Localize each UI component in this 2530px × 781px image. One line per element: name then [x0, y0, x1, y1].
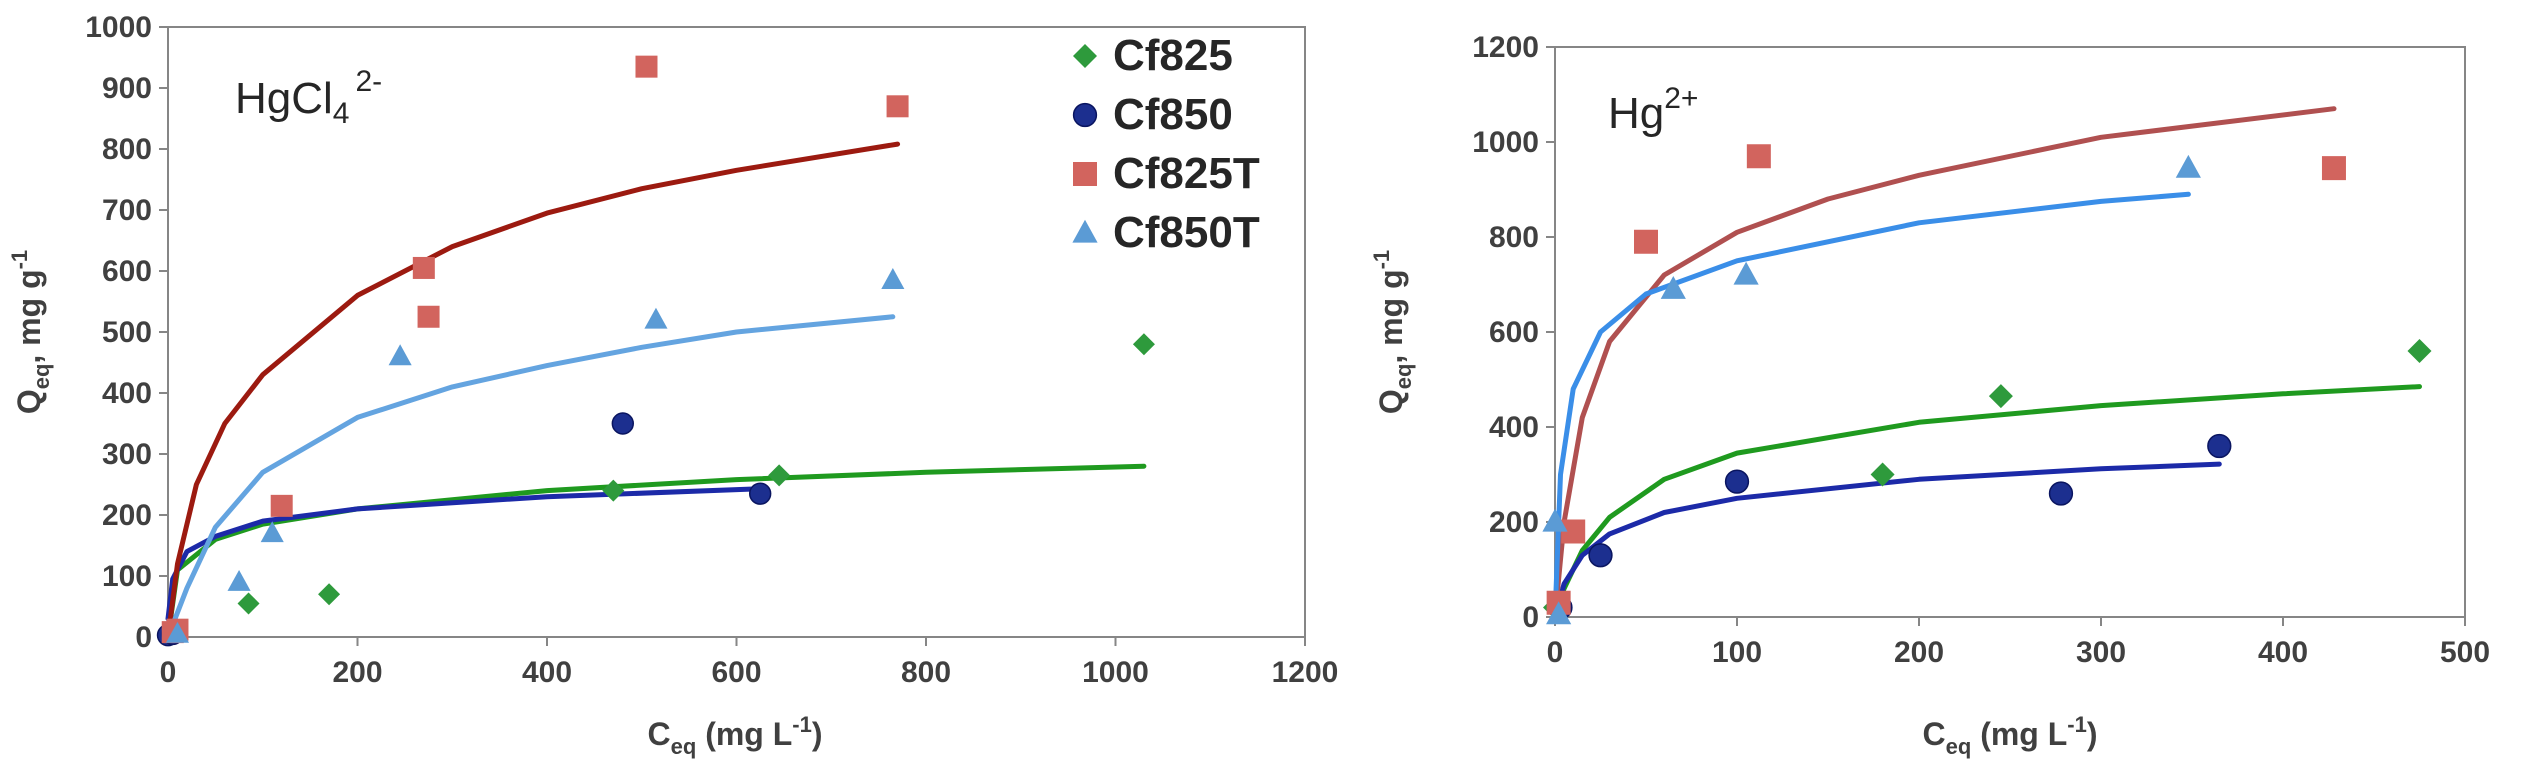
legend-label-cf825: Cf825	[1113, 31, 1233, 80]
data-point-cf825	[1870, 462, 1895, 487]
data-point-cf850t	[881, 268, 905, 289]
x-tick-label: 800	[901, 656, 951, 689]
x-tick-label: 600	[711, 656, 761, 689]
y-tick-label: 200	[1489, 506, 1539, 539]
data-point-cf825t	[412, 256, 435, 279]
data-point-cf850t	[1542, 508, 1568, 532]
data-point-cf825t	[886, 95, 909, 118]
x-tick-label: 0	[1547, 636, 1564, 669]
fit-curve-cf850t	[1552, 191, 2191, 620]
left-chart-hgcl4: 0 100 200 300 400 500 600 700 800 900 1000 0 200 400 6…	[7, 11, 1338, 759]
data-point-cf850t	[644, 307, 668, 329]
data-point-cf850t	[1733, 261, 1759, 285]
y-tick-label: 600	[1489, 316, 1539, 349]
data-point-cf825t	[1746, 144, 1771, 169]
data-point-cf850	[748, 482, 772, 505]
x-axis-label: Ceq (mg L-1)	[648, 712, 823, 759]
y-tick-label: 500	[102, 316, 152, 349]
data-point-cf850	[1588, 543, 1613, 568]
y-axis-label: Qeq, mg g-1	[1369, 250, 1416, 414]
y-tick-label: 800	[1489, 221, 1539, 254]
x-tick-label: 100	[1712, 636, 1762, 669]
fit-curve-cf825t	[165, 141, 901, 640]
right-chart-hg2: 0 200 400 600 800 1000 1200 0 100 200 300 400 500 Ceq…	[1369, 31, 2490, 759]
y-tick-label: 0	[1522, 601, 1539, 634]
data-point-cf850t	[388, 344, 412, 366]
legend-marker-cf825t	[1073, 162, 1097, 186]
x-tick-label: 1200	[1272, 656, 1339, 689]
x-tick-label: 0	[160, 656, 177, 689]
y-tick-label: 1000	[85, 11, 152, 44]
y-tick-label: 400	[1489, 411, 1539, 444]
y-tick-label: 400	[102, 377, 152, 410]
x-tick-label: 200	[1894, 636, 1944, 669]
y-tick-label: 700	[102, 194, 152, 227]
data-point-cf850	[611, 412, 634, 435]
data-point-cf850t	[1660, 276, 1686, 299]
data-point-cf850t	[260, 521, 284, 543]
y-tick-label: 100	[102, 560, 152, 593]
y-tick-label: 300	[102, 438, 152, 471]
legend-marker-cf825	[1073, 44, 1097, 68]
data-point-cf850	[1724, 469, 1750, 494]
data-point-cf850t	[165, 621, 190, 643]
y-tick-label: 1200	[1472, 31, 1539, 64]
data-point-cf825	[2407, 339, 2432, 363]
data-point-cf825t	[417, 305, 440, 328]
fit-curve-cf850	[1552, 461, 2222, 620]
x-tick-label: 400	[2258, 636, 2308, 669]
data-point-cf825	[318, 583, 341, 606]
data-point-cf850t	[1546, 601, 1572, 625]
x-tick-label: 200	[332, 656, 382, 689]
data-point-cf825t	[270, 494, 293, 517]
data-point-cf850t	[227, 570, 251, 591]
data-point-cf825t	[2321, 156, 2346, 181]
legend-label-cf825t: Cf825T	[1113, 149, 1260, 198]
y-tick-label: 900	[102, 72, 152, 105]
data-point-cf825	[237, 592, 260, 615]
y-tick-label: 1000	[1472, 126, 1539, 159]
x-tick-label: 300	[2076, 636, 2126, 669]
plot-area-frame	[1554, 46, 2466, 618]
legend-label-cf850t: Cf850T	[1113, 208, 1260, 257]
y-tick-label: 200	[102, 499, 152, 532]
data-point-cf825	[1988, 384, 2013, 409]
data-point-cf825	[602, 479, 625, 502]
legend-marker-cf850t	[1072, 219, 1098, 243]
data-point-cf850t	[2175, 154, 2201, 178]
data-point-cf825t	[635, 55, 658, 78]
y-tick-label: 0	[135, 621, 152, 654]
y-tick-label: 600	[102, 255, 152, 288]
data-point-cf850	[2207, 433, 2232, 459]
x-tick-label: 500	[2440, 636, 2490, 669]
species-annotation: Hg2+	[1608, 82, 1698, 138]
data-point-cf825	[1132, 333, 1155, 356]
fit-curve-cf850t	[165, 314, 896, 640]
data-point-cf850	[2048, 481, 2074, 506]
fit-curve-cf825	[1552, 384, 2422, 620]
data-point-cf825t	[1634, 229, 1658, 254]
x-axis-label: Ceq (mg L-1)	[1923, 712, 2098, 759]
y-tick-label: 800	[102, 133, 152, 166]
legend-marker-cf850	[1072, 102, 1098, 128]
y-axis-label: Qeq, mg g-1	[7, 250, 54, 414]
fit-curve-cf850	[165, 486, 763, 622]
data-point-cf825	[768, 464, 791, 487]
x-tick-label: 1000	[1082, 656, 1149, 689]
legend-label-cf850: Cf850	[1113, 90, 1233, 139]
x-tick-label: 400	[522, 656, 572, 689]
fit-curve-cf825t	[1552, 106, 2337, 620]
species-annotation: HgCl42-	[235, 65, 382, 130]
